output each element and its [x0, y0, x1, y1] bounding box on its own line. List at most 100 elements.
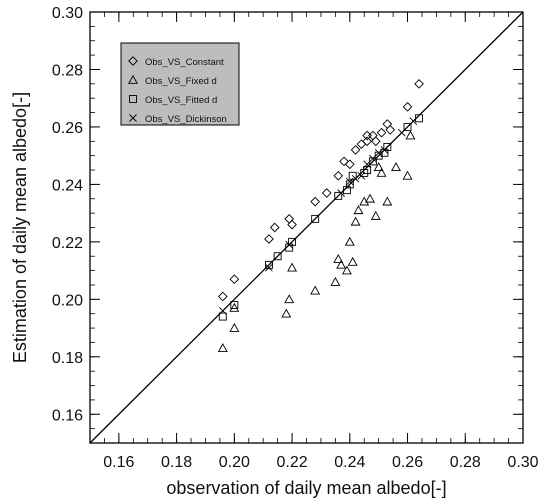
triangle-point: [405, 130, 416, 140]
legend-marker-triangle: [128, 74, 138, 84]
legend: Obs_VS_Constant Obs_VS_Fixed d Obs_VS_Fitt…: [120, 42, 240, 126]
series-triangle: [217, 130, 416, 352]
data-points: [217, 78, 424, 352]
x-stroke: [337, 189, 345, 197]
triangle-point: [373, 162, 384, 171]
axes: 0.16 0.18 0.20 0.22 0.24 0.26 0.28 0.30 0.16 0.18…: [52, 5, 539, 471]
y-tick-label: 0.26: [52, 120, 83, 137]
diamond-point: [310, 196, 320, 207]
triangle-point: [229, 302, 240, 312]
x-stroke: [374, 148, 383, 157]
x-stroke: [351, 174, 360, 183]
diamond-point: [382, 119, 393, 129]
y-tick-label: 0.16: [52, 407, 83, 424]
square-point: [334, 191, 343, 200]
diamond-point: [356, 139, 367, 150]
x-point: [380, 146, 389, 154]
square-point: [360, 168, 369, 177]
triangle-point: [310, 285, 321, 295]
triangle-point: [229, 322, 240, 332]
x-tick-label: 0.26: [392, 454, 423, 471]
y-tick-label: 0.20: [52, 292, 83, 309]
y-tick-label: 0.18: [52, 350, 83, 367]
x-stroke: [380, 146, 389, 154]
x-tick-label: 0.24: [334, 454, 365, 471]
x-stroke: [357, 171, 366, 180]
diamond-point: [269, 222, 280, 233]
legend-label: Obs_VS_Fixed d: [145, 76, 217, 87]
y-tick-label: 0.28: [52, 62, 83, 79]
x-point: [285, 240, 293, 249]
square-point: [218, 312, 227, 321]
square-point: [363, 166, 372, 174]
x-point: [218, 307, 227, 315]
x-tick-label: 0.28: [450, 454, 481, 471]
diamond-point: [344, 159, 355, 170]
x-point: [337, 189, 345, 197]
x-point: [409, 117, 418, 126]
legend-label: Obs_VS_Fitted d: [145, 95, 217, 106]
diamond-point: [217, 291, 228, 302]
square-point: [348, 171, 357, 180]
square-point: [288, 237, 297, 246]
triangle-point: [284, 294, 295, 304]
y-tick-label: 0.22: [52, 235, 83, 252]
x-point: [351, 174, 360, 183]
square-point: [311, 214, 320, 223]
legend-marker-square: [129, 95, 137, 103]
x-stroke: [265, 263, 273, 272]
diamond-point: [414, 78, 424, 89]
diamond-point: [339, 156, 349, 167]
diamond-point: [284, 214, 295, 224]
triangle-point: [365, 193, 375, 203]
square-point: [403, 122, 412, 131]
y-tick-label: 0.24: [52, 177, 83, 194]
diamond-point: [362, 130, 372, 141]
diamond-point: [402, 101, 413, 112]
x-point: [265, 263, 273, 272]
square-point: [273, 252, 282, 261]
x-stroke: [129, 114, 137, 122]
legend-box: [120, 42, 240, 126]
triangle-point: [281, 308, 292, 318]
x-axis-title: observation of daily mean albedo[-]: [166, 478, 446, 498]
square-point: [383, 143, 392, 151]
x-point: [345, 177, 354, 186]
triangle-point: [336, 259, 347, 269]
triangle-point: [353, 205, 364, 215]
triangle-point: [370, 210, 381, 220]
series-diamond: [217, 78, 424, 302]
x-point: [374, 148, 383, 157]
x-tick-label: 0.20: [219, 454, 250, 471]
series-x: [218, 117, 418, 315]
triangle-point: [391, 162, 401, 171]
triangle-point: [382, 196, 393, 206]
legend-label: Obs_VS_Constant: [145, 57, 224, 68]
triangle-point: [359, 196, 370, 206]
x-stroke: [218, 307, 227, 315]
triangle-point: [350, 216, 361, 226]
legend-marker-diamond: [128, 56, 138, 66]
triangle-point: [402, 170, 413, 180]
square-point: [230, 301, 239, 310]
y-axis-title: Estimation of daily mean albedo[-]: [10, 92, 30, 363]
triangle-point: [287, 262, 298, 272]
diamond-point: [362, 136, 372, 147]
one-to-one-line: [89, 11, 524, 444]
x-stroke: [397, 128, 406, 137]
diamond-point: [350, 145, 361, 155]
triangle-point: [217, 343, 228, 352]
diamond-point: [229, 274, 240, 285]
diamond-point: [264, 234, 274, 244]
triangle-point: [344, 236, 355, 246]
triangle-point: [330, 276, 341, 286]
x-stroke: [285, 240, 293, 249]
x-tick-label: 0.30: [507, 454, 538, 471]
x-tick-label: 0.18: [161, 454, 192, 471]
y-tick-label: 0.30: [52, 5, 83, 22]
triangle-point: [347, 256, 358, 266]
triangle-point: [333, 253, 344, 263]
legend-marker-x: [129, 114, 137, 122]
diamond-point: [385, 124, 396, 135]
